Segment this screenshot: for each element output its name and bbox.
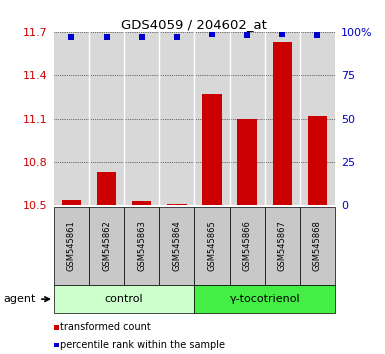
Text: GSM545862: GSM545862	[102, 221, 111, 272]
FancyBboxPatch shape	[54, 343, 59, 347]
Text: GSM545863: GSM545863	[137, 221, 146, 272]
Text: GSM545865: GSM545865	[208, 221, 216, 272]
Text: GSM545867: GSM545867	[278, 221, 287, 272]
Text: agent: agent	[4, 294, 49, 304]
FancyBboxPatch shape	[194, 207, 229, 285]
Point	[279, 31, 285, 36]
FancyBboxPatch shape	[300, 207, 335, 285]
Title: GDS4059 / 204602_at: GDS4059 / 204602_at	[122, 18, 267, 31]
Point	[69, 34, 75, 40]
Bar	[97, 172, 116, 205]
Point	[174, 34, 180, 40]
Bar	[273, 42, 292, 205]
Point	[209, 31, 215, 36]
FancyBboxPatch shape	[54, 325, 59, 330]
Bar	[308, 116, 327, 205]
FancyBboxPatch shape	[54, 285, 194, 313]
Text: GSM545861: GSM545861	[67, 221, 76, 272]
Text: γ-tocotrienol: γ-tocotrienol	[229, 294, 300, 304]
Bar	[203, 94, 222, 205]
FancyBboxPatch shape	[159, 207, 194, 285]
Text: GSM545866: GSM545866	[243, 221, 252, 272]
FancyBboxPatch shape	[265, 207, 300, 285]
Text: percentile rank within the sample: percentile rank within the sample	[60, 340, 226, 350]
Bar	[132, 201, 151, 205]
FancyBboxPatch shape	[229, 207, 265, 285]
Text: transformed count: transformed count	[60, 322, 151, 332]
Text: GSM545864: GSM545864	[172, 221, 181, 272]
Point	[139, 34, 145, 40]
Bar	[62, 200, 81, 205]
Bar	[167, 204, 186, 205]
FancyBboxPatch shape	[54, 207, 89, 285]
FancyBboxPatch shape	[124, 207, 159, 285]
Text: control: control	[105, 294, 144, 304]
Point	[244, 33, 250, 38]
FancyBboxPatch shape	[89, 207, 124, 285]
FancyBboxPatch shape	[194, 285, 335, 313]
Point	[314, 33, 320, 38]
Bar	[238, 119, 257, 205]
Point	[104, 34, 110, 40]
Text: GSM545868: GSM545868	[313, 221, 322, 272]
